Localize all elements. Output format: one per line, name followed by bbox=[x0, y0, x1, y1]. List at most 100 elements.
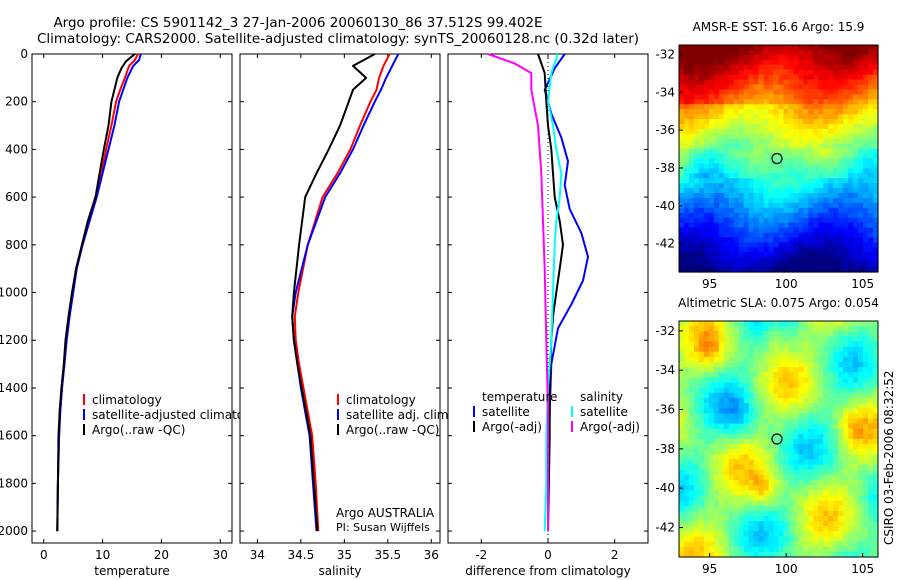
heatmap-cell bbox=[813, 433, 819, 440]
heatmap-cell bbox=[768, 469, 775, 476]
heatmap-cell bbox=[863, 148, 869, 155]
heatmap-cell bbox=[813, 362, 819, 368]
heatmap-cell bbox=[863, 143, 869, 150]
heatmap-cell bbox=[828, 546, 834, 553]
heatmap-cell bbox=[688, 94, 695, 100]
heatmap-cell bbox=[723, 64, 730, 71]
heatmap-cell bbox=[783, 138, 790, 145]
heatmap-cell bbox=[838, 207, 844, 214]
heatmap-cell bbox=[843, 138, 849, 145]
heatmap-cell bbox=[693, 382, 700, 389]
heatmap-cell bbox=[818, 119, 824, 125]
heatmap-cell bbox=[828, 382, 834, 389]
heatmap-cell bbox=[808, 143, 814, 150]
heatmap-cell bbox=[753, 474, 760, 481]
heatmap-cell bbox=[793, 74, 799, 81]
heatmap-cell bbox=[698, 515, 705, 522]
heatmap-cell bbox=[698, 480, 705, 486]
heatmap-cell bbox=[868, 433, 874, 440]
heatmap-cell bbox=[798, 148, 804, 155]
heatmap-cell bbox=[828, 79, 834, 86]
heatmap-cell bbox=[863, 242, 869, 248]
heatmap-cell bbox=[703, 428, 710, 435]
heatmap-cell bbox=[808, 54, 814, 61]
heatmap-cell bbox=[818, 346, 824, 353]
heatmap-cell bbox=[858, 148, 864, 155]
heatmap-cell bbox=[683, 505, 690, 512]
heatmap-cell bbox=[688, 444, 695, 450]
heatmap-cell bbox=[718, 79, 725, 86]
heatmap-cell bbox=[818, 232, 824, 239]
heatmap-cell bbox=[798, 526, 804, 532]
heatmap-cell bbox=[788, 148, 795, 155]
y-tick-label: -36 bbox=[655, 123, 675, 137]
heatmap-cell bbox=[718, 449, 725, 455]
heatmap-cell bbox=[743, 114, 750, 120]
heatmap-cell bbox=[768, 104, 775, 110]
heatmap-cell bbox=[733, 217, 740, 224]
heatmap-cell bbox=[768, 362, 775, 368]
heatmap-cell bbox=[773, 510, 780, 517]
heatmap-cell bbox=[713, 143, 720, 150]
heatmap-cell bbox=[748, 89, 755, 95]
heatmap-cell bbox=[703, 490, 710, 497]
heatmap-cell bbox=[858, 469, 864, 476]
heatmap-cell bbox=[818, 74, 824, 81]
heatmap-cell bbox=[679, 449, 685, 455]
heatmap-cell bbox=[679, 227, 685, 234]
heatmap-cell bbox=[738, 148, 745, 155]
heatmap-cell bbox=[788, 89, 795, 95]
heatmap-cell bbox=[758, 536, 765, 543]
heatmap-cell bbox=[703, 480, 710, 486]
heatmap-cell bbox=[798, 153, 804, 160]
heatmap-cell bbox=[858, 193, 864, 199]
heatmap-cell bbox=[808, 546, 814, 553]
heatmap-cell bbox=[778, 237, 785, 243]
heatmap-cell bbox=[733, 109, 740, 115]
heatmap-cell bbox=[688, 490, 695, 497]
heatmap-cell bbox=[713, 188, 720, 194]
heatmap-cell bbox=[748, 84, 755, 91]
heatmap-cell bbox=[848, 454, 854, 461]
y-tick-label: -40 bbox=[655, 199, 675, 213]
heatmap-cell bbox=[853, 109, 859, 115]
heatmap-cell bbox=[843, 515, 849, 522]
heatmap-cell bbox=[753, 454, 760, 461]
heatmap-cell bbox=[793, 267, 799, 273]
heatmap-cell bbox=[698, 500, 705, 507]
heatmap-cell bbox=[703, 183, 710, 189]
heatmap-cell bbox=[693, 459, 700, 466]
heatmap-cell bbox=[718, 356, 725, 363]
heatmap-cell bbox=[758, 459, 765, 466]
heatmap-cell bbox=[863, 64, 869, 71]
heatmap-cell bbox=[733, 262, 740, 268]
heatmap-cell bbox=[788, 485, 795, 491]
heatmap-cell bbox=[863, 163, 869, 169]
heatmap-cell bbox=[823, 439, 829, 445]
heatmap-cell bbox=[698, 387, 705, 394]
heatmap-cell bbox=[688, 49, 695, 56]
heatmap-cell bbox=[698, 469, 705, 476]
panel-amsre_sst: AMSR-E SST: 16.6 Argo: 15.9-32-34-36-38-… bbox=[655, 20, 879, 291]
heatmap-cell bbox=[688, 474, 695, 481]
heatmap-cell bbox=[733, 392, 740, 399]
heatmap-cell bbox=[723, 168, 730, 174]
heatmap-cell bbox=[723, 242, 730, 248]
heatmap-cell bbox=[748, 372, 755, 379]
heatmap-cell bbox=[718, 99, 725, 105]
heatmap-cell bbox=[733, 326, 740, 332]
heatmap-cell bbox=[778, 262, 785, 268]
heatmap-cell bbox=[773, 367, 780, 373]
heatmap-cell bbox=[793, 346, 799, 353]
heatmap-cell bbox=[783, 188, 790, 194]
heatmap-cell bbox=[693, 326, 700, 332]
heatmap-cell bbox=[858, 428, 864, 435]
heatmap-cell bbox=[753, 428, 760, 435]
heatmap-cell bbox=[748, 397, 755, 404]
x-tick-label: 0 bbox=[544, 548, 552, 562]
heatmap-cell bbox=[843, 119, 849, 125]
heatmap-cell bbox=[763, 500, 770, 507]
heatmap-cell bbox=[728, 252, 735, 258]
heatmap-cell bbox=[723, 474, 730, 481]
heatmap-cell bbox=[793, 104, 799, 110]
